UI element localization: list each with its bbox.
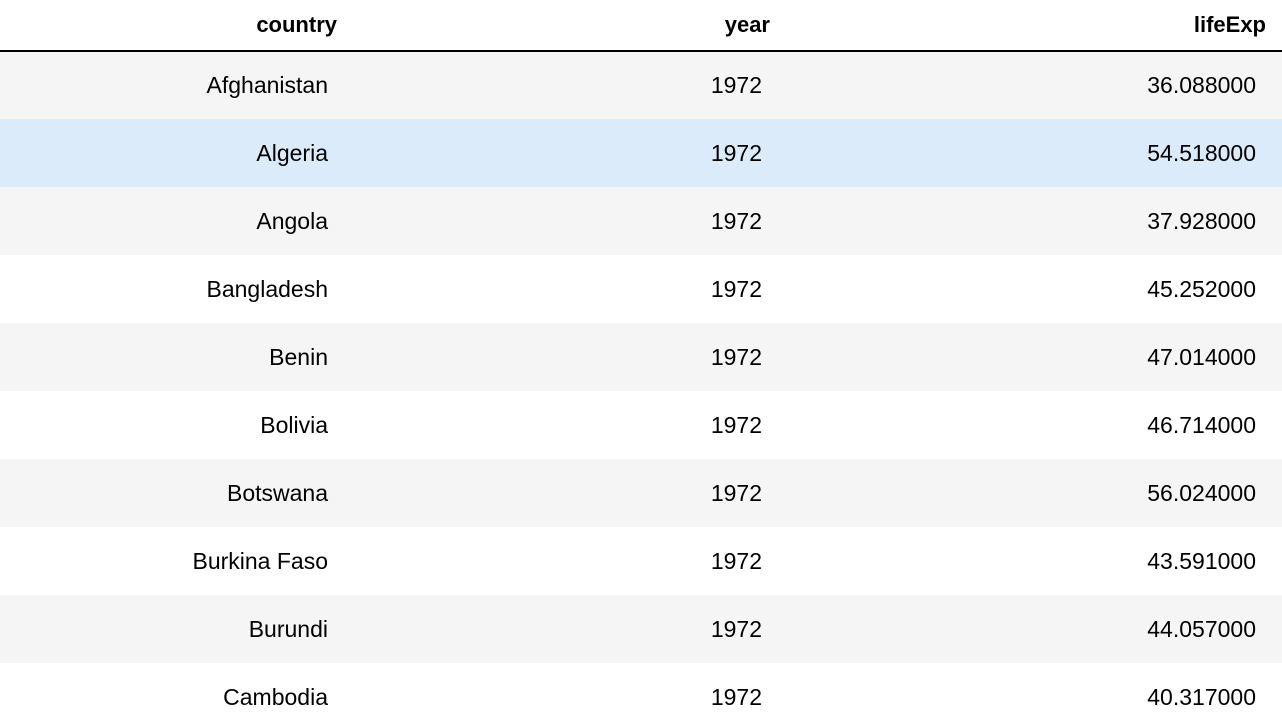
table-row: Burkina Faso 1972 43.591000 — [0, 527, 1282, 595]
cell-year: 1972 — [710, 343, 762, 370]
cell-country: Bangladesh — [206, 275, 329, 302]
cell-lifeexp: 43.591000 — [1147, 547, 1256, 574]
table-row: Bolivia 1972 46.714000 — [0, 391, 1282, 459]
cell-year: 1972 — [710, 207, 762, 234]
cell-country: Bolivia — [260, 411, 328, 438]
table-row: Cambodia 1972 40.317000 — [0, 663, 1282, 726]
cell-lifeexp: 56.024000 — [1147, 479, 1256, 506]
table-row: Angola 1972 37.928000 — [0, 187, 1282, 255]
cell-lifeexp: 46.714000 — [1147, 411, 1256, 438]
cell-year: 1972 — [710, 683, 762, 710]
cell-lifeexp: 45.252000 — [1147, 275, 1256, 302]
cell-country: Algeria — [256, 139, 328, 166]
cell-country: Botswana — [226, 479, 328, 506]
column-header-year: year — [340, 0, 770, 52]
cell-lifeexp: 40.317000 — [1147, 683, 1256, 710]
cell-lifeexp: 47.014000 — [1147, 343, 1256, 370]
table-row: Burundi 1972 44.057000 — [0, 595, 1282, 663]
cell-year: 1972 — [710, 139, 762, 166]
cell-country: Burundi — [248, 615, 328, 642]
column-header-lifeexp: lifeExp — [770, 0, 1282, 52]
table-body: Afghanistan 1972 36.088000 Algeria 1972 … — [0, 51, 1282, 726]
cell-lifeexp: 37.928000 — [1147, 207, 1256, 234]
table-row-hovered: Algeria 1972 54.518000 — [0, 119, 1282, 187]
cell-year: 1972 — [710, 411, 762, 438]
table-row: Bangladesh 1972 45.252000 — [0, 255, 1282, 323]
cell-country: Burkina Faso — [192, 547, 328, 574]
cell-year: 1972 — [710, 275, 762, 302]
table-header: country year lifeExp — [0, 0, 1282, 52]
cell-lifeexp: 54.518000 — [1147, 139, 1256, 166]
cell-country: Benin — [269, 343, 328, 370]
cell-year: 1972 — [710, 479, 762, 506]
cell-year: 1972 — [710, 615, 762, 642]
table-row: Benin 1972 47.014000 — [0, 323, 1282, 391]
header-row: country year lifeExp — [0, 0, 1282, 52]
cell-country: Angola — [256, 207, 328, 234]
cell-lifeexp: 36.088000 — [1147, 72, 1256, 98]
cell-country: Afghanistan — [206, 72, 328, 98]
table-row: Botswana 1972 56.024000 — [0, 459, 1282, 527]
cell-country: Cambodia — [223, 683, 328, 710]
table-row: Afghanistan 1972 36.088000 — [0, 51, 1282, 119]
cell-year: 1972 — [710, 72, 762, 98]
column-header-country: country — [0, 0, 340, 52]
cell-lifeexp: 44.057000 — [1147, 615, 1256, 642]
cell-year: 1972 — [710, 547, 762, 574]
